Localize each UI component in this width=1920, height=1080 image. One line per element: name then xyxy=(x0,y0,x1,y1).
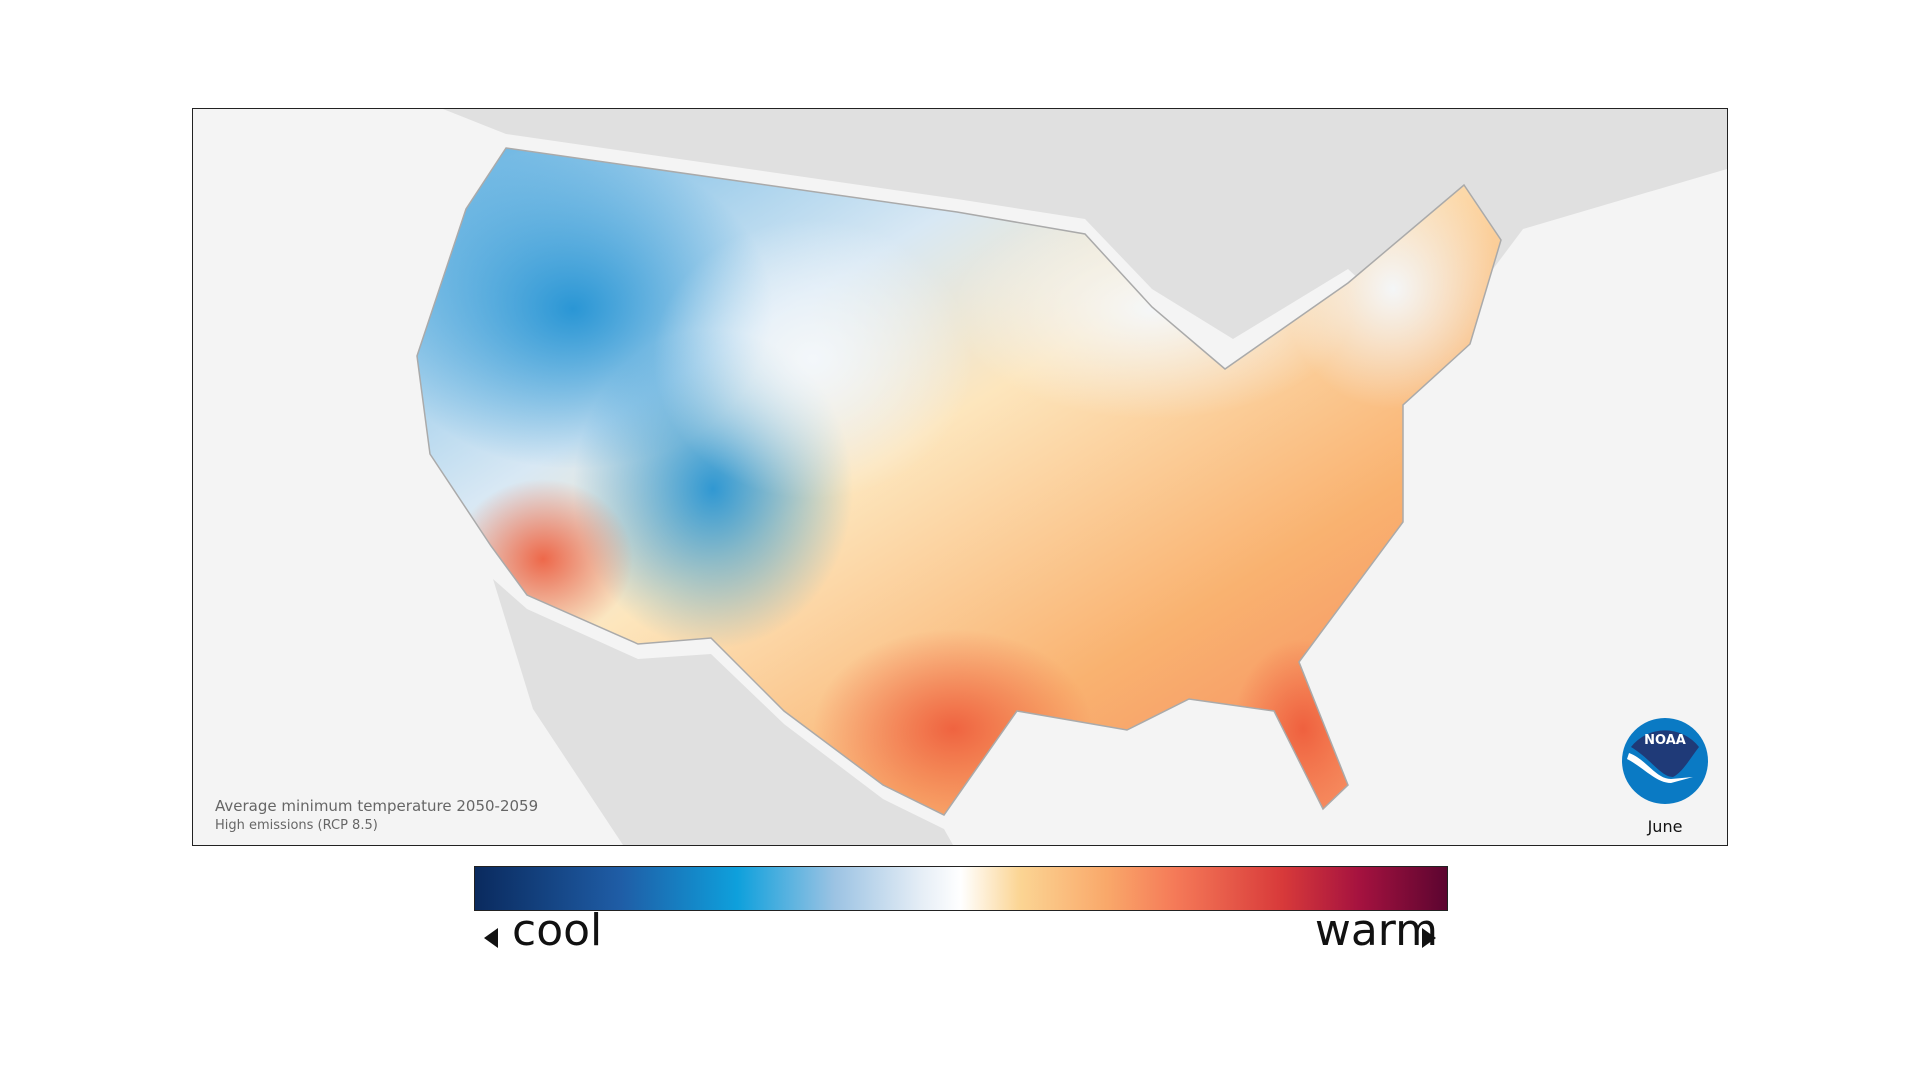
temperature-map xyxy=(416,109,1727,845)
map-caption-title: Average minimum temperature 2050-2059 xyxy=(215,797,539,815)
us-border xyxy=(416,147,1502,816)
month-label: June xyxy=(1647,817,1683,836)
svg-text:NOAA: NOAA xyxy=(1644,733,1686,748)
noaa-logo: NOAA xyxy=(1622,718,1708,804)
map-frame: Average minimum temperature 2050-2059 Hi… xyxy=(192,108,1728,846)
triangle-right-icon xyxy=(1422,928,1436,948)
cool-label: cool xyxy=(512,905,603,956)
warm-label: warm xyxy=(1314,905,1438,956)
triangle-left-icon xyxy=(484,928,498,948)
map-caption-subtitle: High emissions (RCP 8.5) xyxy=(215,818,378,833)
color-scale-bar xyxy=(474,866,1448,911)
mexico-land xyxy=(493,579,953,845)
